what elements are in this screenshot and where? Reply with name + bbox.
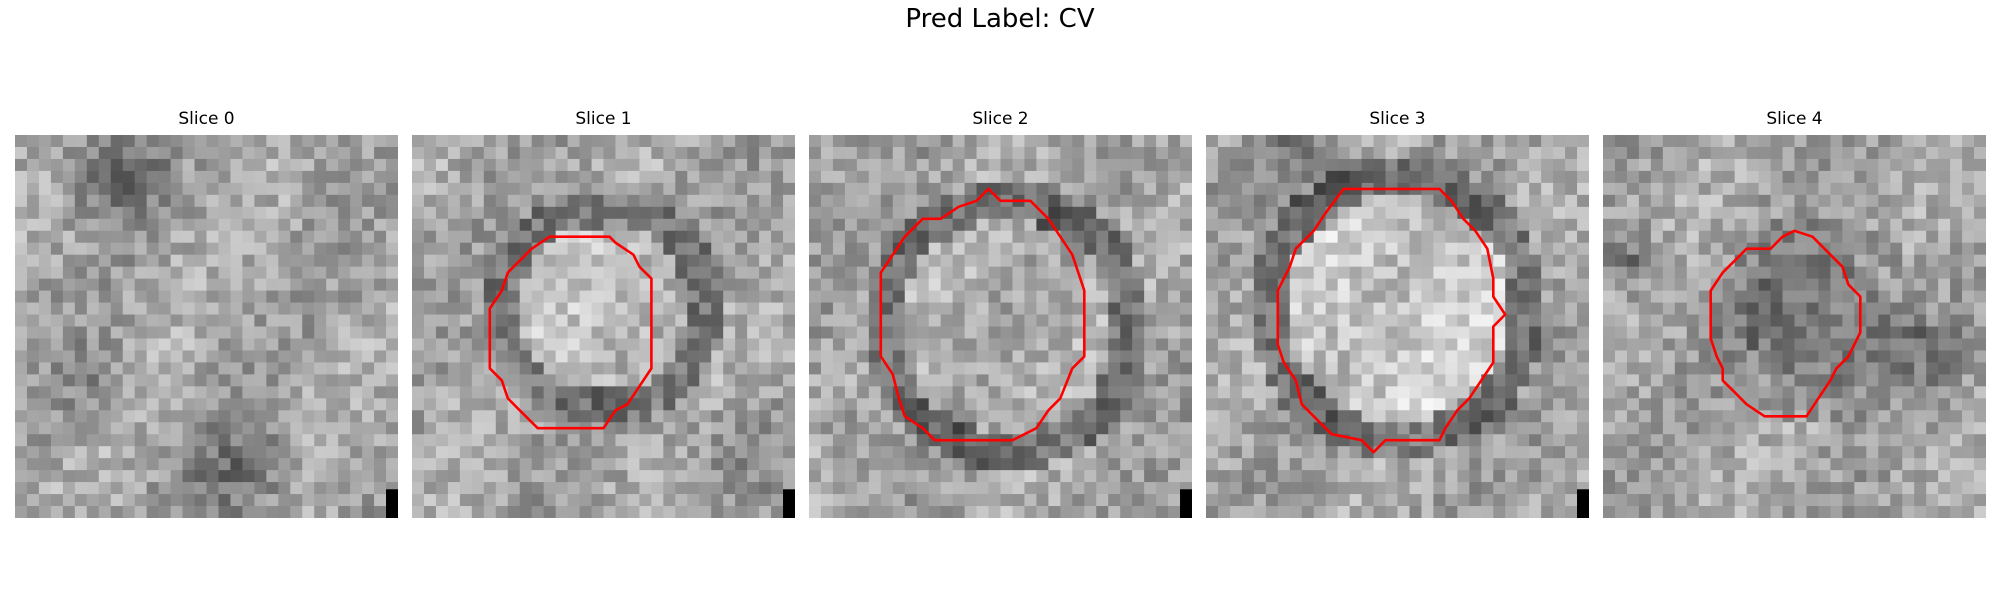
slice-image: [1206, 135, 1589, 518]
slice-image: [412, 135, 795, 518]
slice-panel-0: Slice 0: [15, 108, 398, 518]
slice-title: Slice 4: [1766, 109, 1823, 129]
segmentation-outline: [879, 187, 1086, 442]
slice-panel-3: Slice 3: [1206, 108, 1589, 518]
slice-image: [15, 135, 398, 518]
segmentation-outline: [1709, 229, 1862, 418]
slice-title: Slice 1: [575, 109, 632, 129]
slice-panel-1: Slice 1: [412, 108, 795, 518]
segmentation-outline: [488, 235, 653, 430]
slice-panel-4: Slice 4: [1603, 108, 1986, 518]
slice-image: [809, 135, 1192, 518]
slice-title: Slice 2: [972, 109, 1029, 129]
slice-title: Slice 0: [178, 109, 235, 129]
slice-image: [1603, 135, 1986, 518]
segmentation-outline: [1276, 187, 1507, 454]
slice-title: Slice 3: [1369, 109, 1426, 129]
figure-title: Pred Label: CV: [905, 4, 1095, 34]
slice-panel-2: Slice 2: [809, 108, 1192, 518]
